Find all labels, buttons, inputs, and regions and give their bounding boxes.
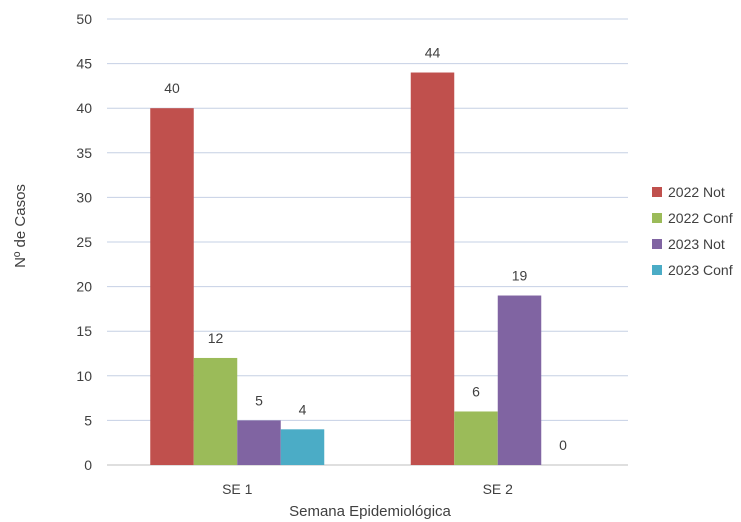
- legend-label: 2023 Conf: [668, 262, 733, 278]
- legend-swatch: [652, 187, 662, 197]
- bar-2022-conf: [193, 357, 238, 465]
- bars: [150, 72, 542, 466]
- data-label: 12: [208, 330, 224, 346]
- y-tick-label: 30: [76, 189, 92, 205]
- data-label: 40: [164, 80, 180, 96]
- bar-2023-not: [497, 295, 542, 465]
- data-label: 19: [512, 268, 528, 284]
- legend-label: 2022 Not: [668, 184, 725, 200]
- y-tick-label: 35: [76, 145, 92, 161]
- y-tick-label: 5: [84, 412, 92, 428]
- y-tick-label: 20: [76, 279, 92, 295]
- bar-2022-conf: [454, 411, 498, 465]
- data-label: 5: [255, 392, 263, 408]
- y-tick-label: 40: [76, 100, 92, 116]
- y-tick-label: 10: [76, 368, 92, 384]
- y-tick-label: 15: [76, 323, 92, 339]
- legend-label: 2022 Conf: [668, 210, 733, 226]
- data-label: 44: [425, 45, 441, 61]
- bar-2022-not: [150, 108, 194, 465]
- legend: 2022 Not 2022 Conf 2023 Not 2023 Conf: [652, 184, 733, 278]
- bar-2023-not: [237, 420, 281, 465]
- x-axis-ticks: SE 1 SE 2: [222, 481, 513, 497]
- y-tick-label: 25: [76, 234, 92, 250]
- legend-label: 2023 Not: [668, 236, 725, 252]
- x-axis-title: Semana Epidemiológica: [289, 503, 451, 520]
- legend-swatch: [652, 213, 662, 223]
- data-label: 6: [472, 383, 480, 399]
- legend-swatch: [652, 265, 662, 275]
- legend-swatch: [652, 239, 662, 249]
- y-axis-title: Nº de Casos: [12, 184, 29, 268]
- bar-2022-not: [410, 72, 455, 466]
- y-axis-ticks: 0 5 10 15 20 25 30 35 40 45 50: [76, 11, 92, 473]
- x-tick-label: SE 1: [222, 481, 253, 497]
- data-label: 4: [299, 401, 307, 417]
- data-label: 0: [559, 437, 567, 453]
- y-tick-label: 45: [76, 56, 92, 72]
- bar-2023-conf: [280, 429, 325, 465]
- x-tick-label: SE 2: [483, 481, 514, 497]
- y-tick-label: 50: [76, 11, 92, 27]
- y-tick-label: 0: [84, 457, 92, 473]
